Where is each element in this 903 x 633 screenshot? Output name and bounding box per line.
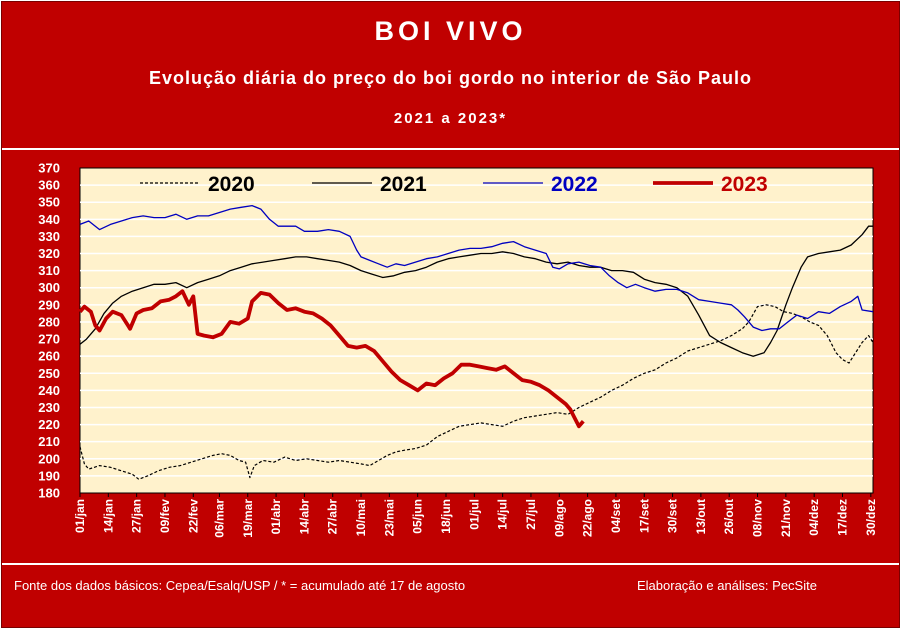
y-tick-label: 340 <box>38 212 60 227</box>
x-tick-label: 22/ago <box>581 499 595 537</box>
y-tick-label: 310 <box>38 263 60 278</box>
legend-label-2022: 2022 <box>551 173 598 196</box>
chart-period: 2021 a 2023* <box>393 110 508 127</box>
x-tick-label: 10/mai <box>354 499 368 536</box>
y-axis: 180 190 200 210 220 230 240 250 260 270 280 290 300 3… <box>38 161 60 501</box>
legend-label-2021: 2021 <box>380 173 427 196</box>
y-tick-label: 250 <box>38 366 60 381</box>
legend: 2020 2021 2022 2023 <box>140 173 768 196</box>
series-line-2022 <box>79 204 874 332</box>
y-tick-label: 290 <box>38 297 60 312</box>
x-tick-label: 14/jan <box>101 499 115 533</box>
y-tick-label: 220 <box>38 417 60 432</box>
y-tick-label: 270 <box>38 332 60 347</box>
y-tick-label: 260 <box>38 349 60 364</box>
x-tick-label: 30/dez <box>864 499 878 536</box>
y-tick-label: 230 <box>38 400 60 415</box>
x-tick-label: 22/fev <box>186 499 200 533</box>
x-tick-label: 26/out <box>722 499 736 534</box>
y-tick-label: 370 <box>38 161 60 176</box>
series-line-2021 <box>79 225 873 357</box>
y-tick-label: 190 <box>38 468 60 483</box>
series-line-2020 <box>79 304 874 480</box>
series-line-2023 <box>78 289 585 429</box>
x-tick-label: 17/dez <box>836 499 850 536</box>
footer-credit: Elaboração e análises: PecSite <box>637 578 817 593</box>
x-tick-label: 14/abr <box>297 499 311 535</box>
x-tick-label: 27/abr <box>326 499 340 535</box>
y-tick-label: 280 <box>38 314 60 329</box>
x-tick-label: 05/jun <box>411 499 425 534</box>
legend-label-2020: 2020 <box>208 173 255 196</box>
header-divider <box>2 148 899 150</box>
x-tick-label: 17/set <box>637 499 651 533</box>
x-tick-label: 27/jul <box>524 499 538 530</box>
footer-source: Fonte dos dados básicos: Cepea/Esalq/USP… <box>14 578 466 593</box>
plot-area <box>79 167 874 494</box>
x-tick-label: 09/fev <box>158 499 172 533</box>
x-axis: 01/jan 14/jan 27/jan 09/fev 22/fev 06/mar 19/m… <box>73 493 878 538</box>
y-tick-label: 210 <box>38 434 60 449</box>
footer-divider <box>2 563 899 565</box>
x-tick-label: 01/jan <box>73 499 87 533</box>
x-tick-label: 01/abr <box>269 499 283 535</box>
y-tick-label: 180 <box>38 486 60 501</box>
y-tick-label: 240 <box>38 383 60 398</box>
x-tick-label: 27/jan <box>130 499 144 533</box>
y-tick-label: 200 <box>38 451 60 466</box>
x-tick-label: 06/mar <box>212 499 226 538</box>
x-tick-label: 04/set <box>609 499 623 533</box>
x-tick-label: 08/nov <box>751 499 765 537</box>
y-tick-label: 350 <box>38 195 60 210</box>
x-tick-label: 04/dez <box>807 499 821 536</box>
x-tick-label: 21/nov <box>779 499 793 537</box>
x-tick-label: 01/jul <box>467 499 481 530</box>
x-tick-label: 09/ago <box>552 499 566 537</box>
y-tick-label: 330 <box>38 229 60 244</box>
series-lines <box>78 204 874 480</box>
x-tick-label: 19/mar <box>241 499 255 538</box>
chart-subtitle: Evolução diária do preço do boi gordo no… <box>148 68 753 88</box>
y-tick-label: 360 <box>38 178 60 193</box>
chart-title: BOI VIVO <box>374 16 527 46</box>
x-tick-label: 23/mai <box>382 499 396 536</box>
x-tick-label: 18/jun <box>439 499 453 534</box>
x-tick-label: 13/out <box>694 499 708 534</box>
y-tick-label: 320 <box>38 246 60 261</box>
legend-label-2023: 2023 <box>721 173 768 196</box>
y-tick-label: 300 <box>38 280 60 295</box>
x-tick-label: 30/set <box>666 499 680 533</box>
gridlines <box>80 184 873 477</box>
x-tick-label: 14/jul <box>496 499 510 530</box>
